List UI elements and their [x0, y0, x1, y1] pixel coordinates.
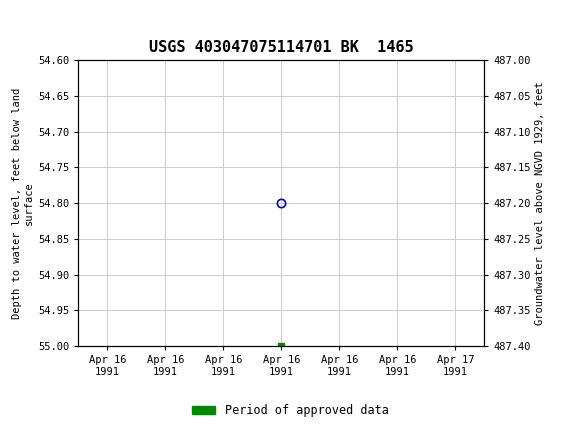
Text: USGS: USGS [18, 7, 74, 25]
Title: USGS 403047075114701 BK  1465: USGS 403047075114701 BK 1465 [149, 40, 414, 55]
Y-axis label: Depth to water level, feet below land
surface: Depth to water level, feet below land su… [12, 88, 34, 319]
Legend: Period of approved data: Period of approved data [187, 399, 393, 422]
Y-axis label: Groundwater level above NGVD 1929, feet: Groundwater level above NGVD 1929, feet [535, 81, 545, 325]
Text: ≡: ≡ [6, 7, 21, 25]
